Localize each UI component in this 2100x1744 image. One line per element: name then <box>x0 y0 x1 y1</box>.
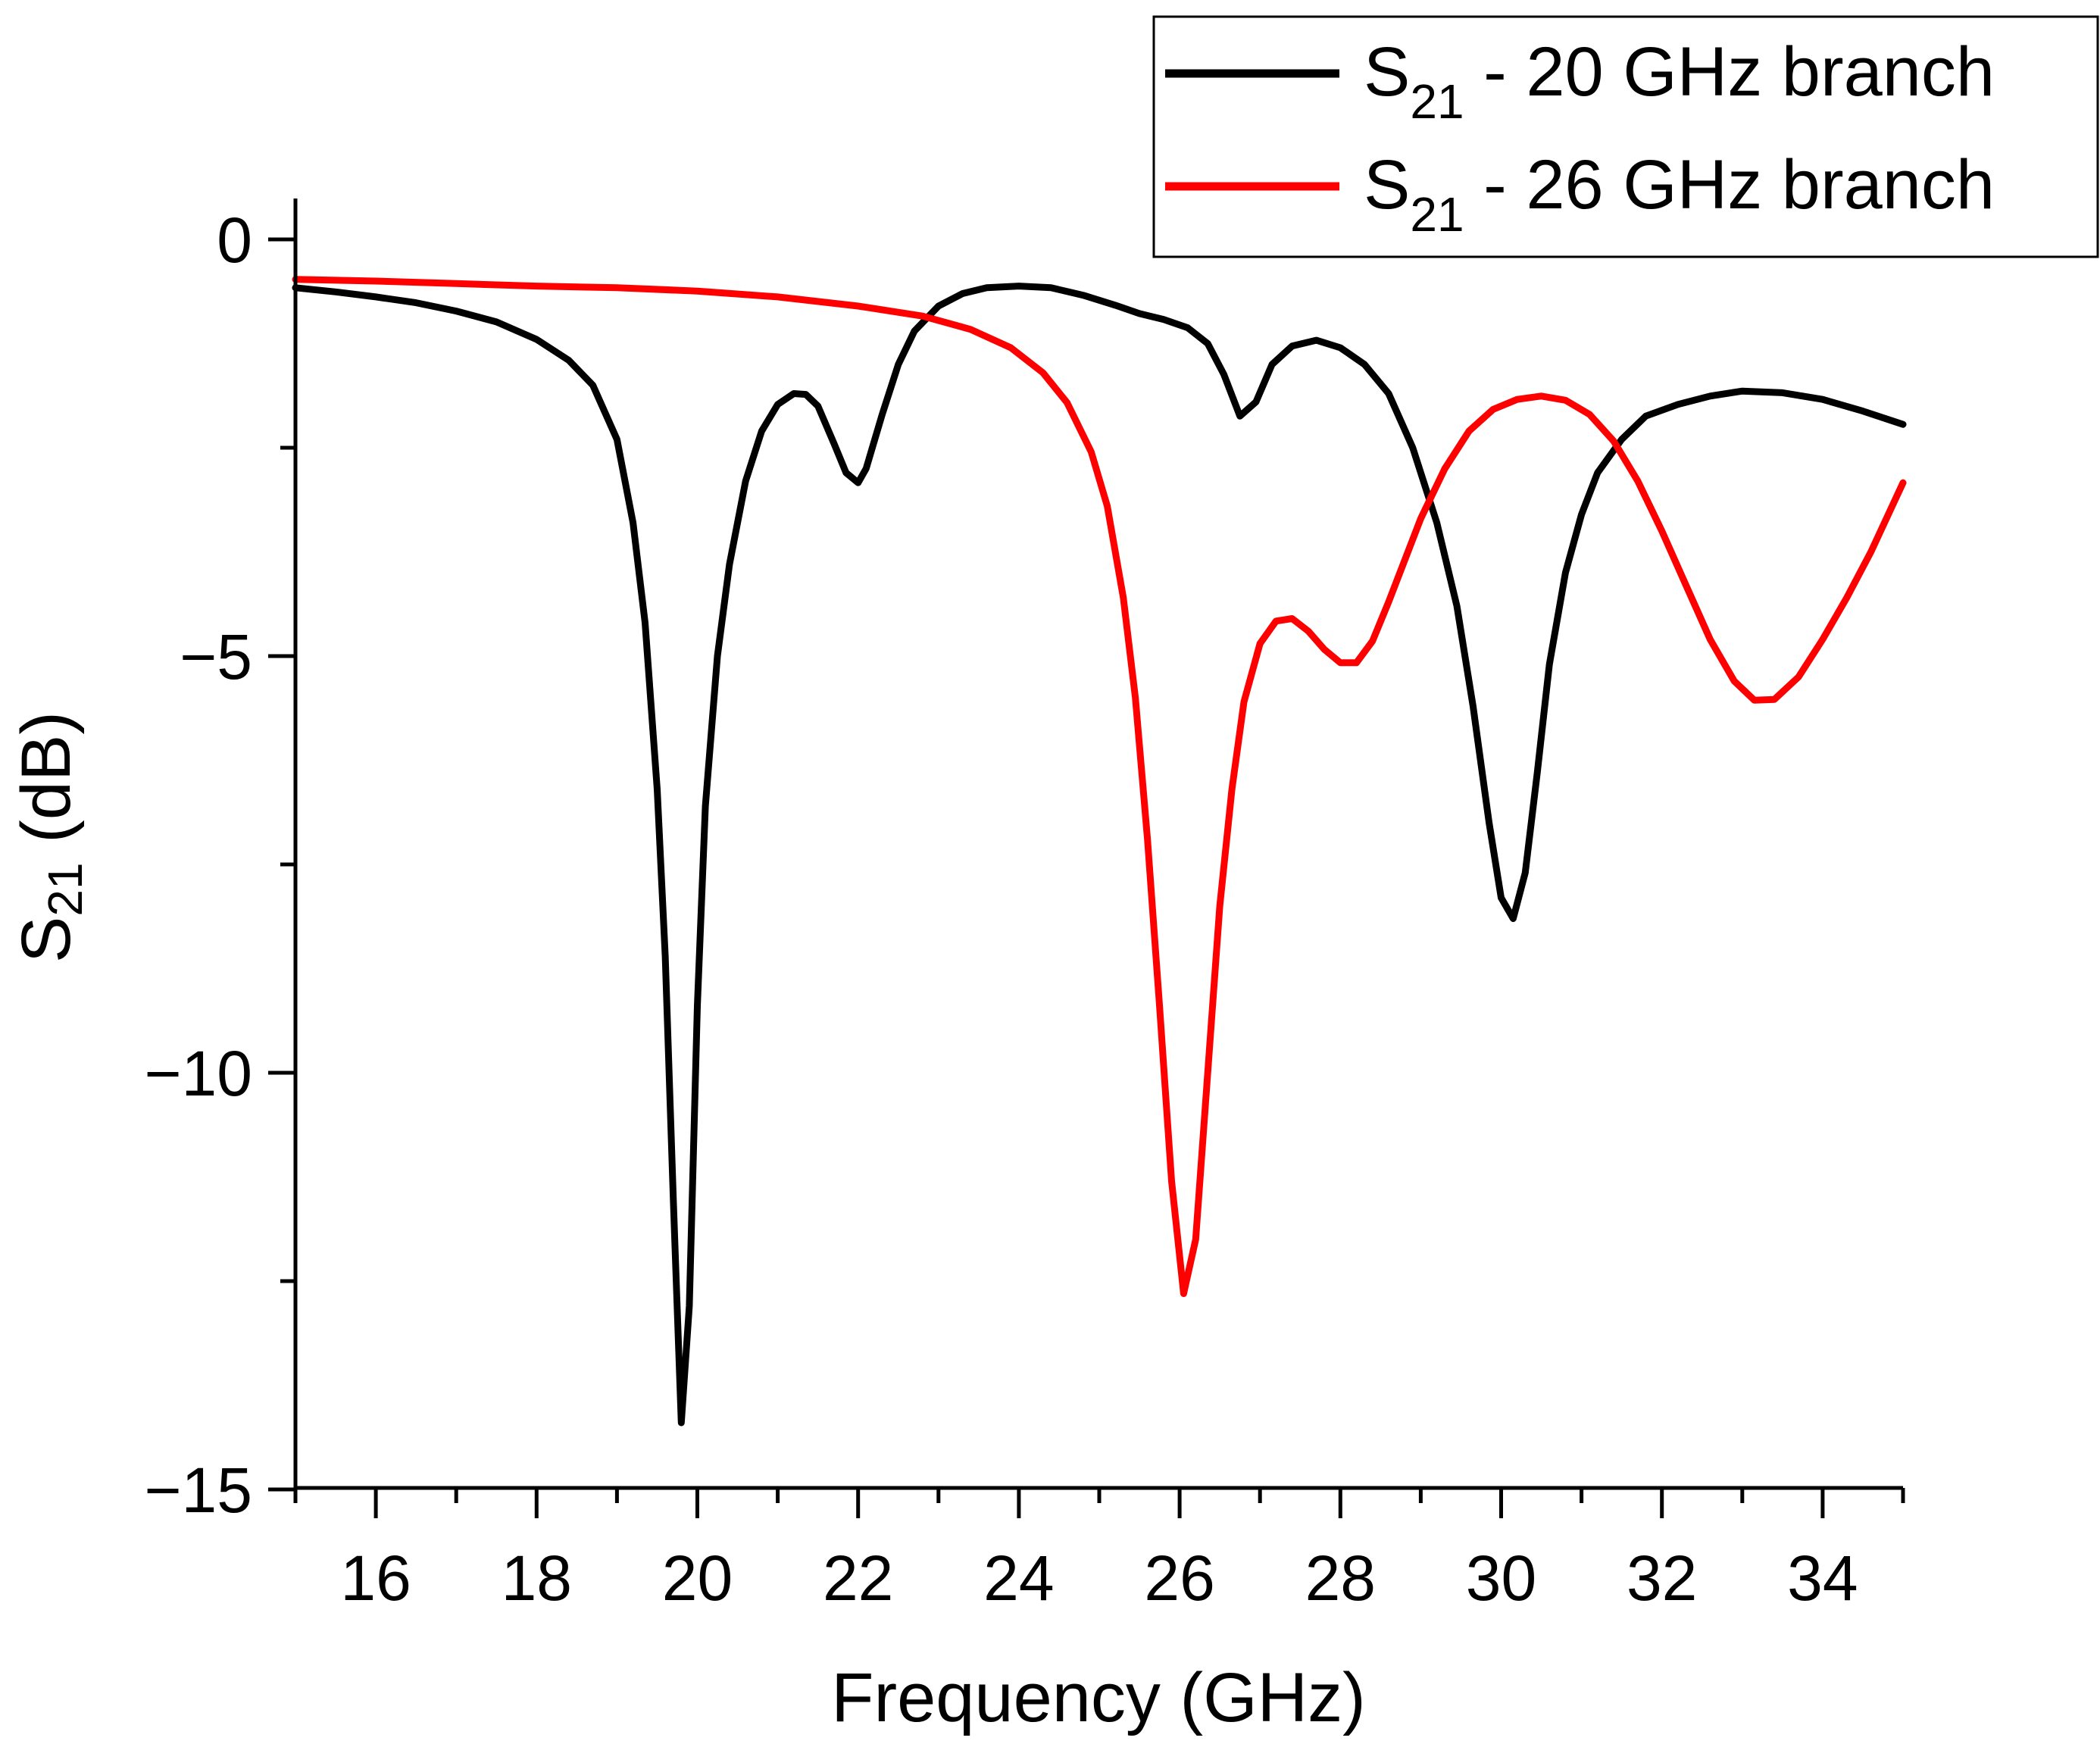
y-tick-label: −5 <box>180 621 252 692</box>
y-tick-label: −15 <box>145 1455 253 1526</box>
x-tick-label: 34 <box>1787 1542 1858 1614</box>
x-tick-label: 26 <box>1144 1542 1214 1614</box>
x-ticks: 16 18 20 22 24 26 28 30 32 34 <box>293 1488 1905 1614</box>
legend-label-20ghz: S21 - 20 GHz branch <box>1364 33 1995 129</box>
legend-label-26ghz: S21 - 26 GHz branch <box>1364 146 1995 242</box>
legend-label-26ghz-sub: 21 <box>1410 187 1464 242</box>
y-axis-title: S21 (dB) <box>8 711 92 963</box>
x-tick-label: 22 <box>823 1542 893 1614</box>
y-ticks: 0 −5 −10 −15 <box>145 205 295 1526</box>
x-tick-label: 16 <box>340 1542 411 1614</box>
x-tick-label: 28 <box>1305 1542 1376 1614</box>
series-line-0 <box>292 283 1907 1427</box>
y-axis-title-main: S <box>8 917 85 963</box>
x-axis-title: Frequency (GHz) <box>831 1659 1366 1736</box>
x-tick-label: 30 <box>1466 1542 1536 1614</box>
y-axis-title-rest: (dB) <box>8 711 85 862</box>
legend-label-20ghz-sub: 21 <box>1410 74 1464 129</box>
plot-lines <box>292 276 1907 1427</box>
x-tick-label: 20 <box>662 1542 733 1614</box>
x-tick-label: 24 <box>983 1542 1054 1614</box>
legend-label-20ghz-rest: - 20 GHz branch <box>1464 33 1995 111</box>
y-tick-label: −10 <box>145 1038 253 1109</box>
y-axis-title-subscript: 21 <box>38 862 92 916</box>
x-tick-label: 32 <box>1627 1542 1697 1614</box>
y-tick-label: 0 <box>217 205 252 276</box>
x-tick-label: 18 <box>502 1542 572 1614</box>
legend-label-26ghz-main: S <box>1364 146 1410 223</box>
legend-label-20ghz-main: S <box>1364 33 1410 111</box>
legend: S21 - 20 GHz branch S21 - 26 GHz branch <box>1152 15 2099 258</box>
legend-label-26ghz-rest: - 26 GHz branch <box>1464 146 1995 223</box>
series-line-1 <box>292 276 1907 1297</box>
legend-box <box>1152 15 2099 258</box>
